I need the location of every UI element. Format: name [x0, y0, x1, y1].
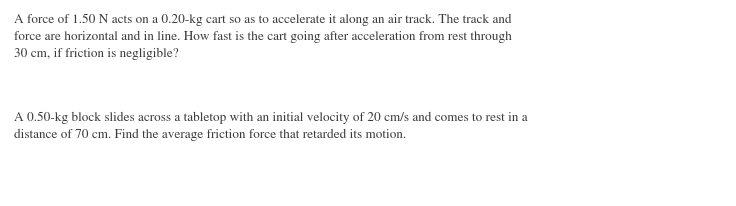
Text: 30 cm, if friction is negligible?: 30 cm, if friction is negligible? — [14, 48, 179, 60]
Text: force are horizontal and in line. How fast is the cart going after acceleration : force are horizontal and in line. How fa… — [14, 31, 512, 43]
Text: A 0.50-kg block slides across a tabletop with an initial velocity of 20 cm/s and: A 0.50-kg block slides across a tabletop… — [14, 111, 528, 124]
Text: distance of 70 cm. Find the average friction force that retarded its motion.: distance of 70 cm. Find the average fric… — [14, 128, 406, 140]
Text: A force of 1.50 N acts on a 0.20-kg cart so as to accelerate it along an air tra: A force of 1.50 N acts on a 0.20-kg cart… — [14, 14, 512, 26]
